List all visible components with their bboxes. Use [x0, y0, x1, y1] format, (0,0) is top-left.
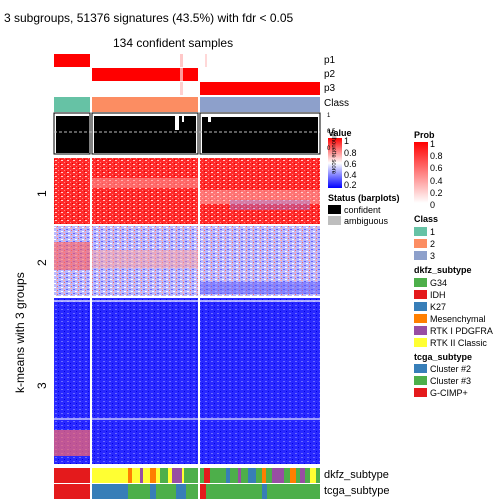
- row-label-p1: p1: [324, 55, 336, 66]
- silhouette-tick-0: 0: [327, 146, 331, 152]
- legend-prob-tick: 0.2: [430, 188, 443, 198]
- legend-tcga-title: tcga_subtype: [414, 352, 473, 362]
- legend-dkfz-title: dkfz_subtype: [414, 265, 472, 275]
- legend-tcga-label: Cluster #3: [430, 376, 472, 386]
- legend-dkfz-label: Mesenchymal: [430, 314, 486, 324]
- legend-class-label: 1: [430, 227, 436, 237]
- legend-status-label: ambiguous: [344, 216, 389, 226]
- legend-dkfz-label: K27: [430, 302, 447, 312]
- legend-value-tick: 0.2: [344, 180, 357, 190]
- legend-dkfz-swatch: [414, 314, 427, 323]
- legend-dkfz-label: G34: [430, 278, 448, 288]
- legend-prob-tick: 0.8: [430, 151, 443, 161]
- legend-tcga-swatch: [414, 364, 427, 373]
- silhouette-barplot: [53, 112, 321, 155]
- legend-prob-tick: 0.4: [430, 176, 443, 186]
- legend-dkfz-label: RTK II Classic: [430, 338, 487, 348]
- heatmap-body: [54, 158, 320, 464]
- legend-value-tick: 0.8: [344, 148, 357, 158]
- class-row: [54, 97, 320, 112]
- legend-dkfz-swatch: [414, 338, 427, 347]
- legend-dkfz-swatch: [414, 302, 427, 311]
- silhouette-tick-1: 1: [327, 113, 331, 119]
- legend-dkfz-swatch: [414, 278, 427, 287]
- value-gradient-bar: [328, 138, 342, 188]
- plot-title: 3 subgroups, 51376 signatures (43.5%) wi…: [4, 11, 294, 25]
- legend-status-title: Status (barplots): [328, 193, 400, 203]
- legend-prob-tick: 0.6: [430, 163, 443, 173]
- legend-prob-title: Prob: [414, 130, 435, 140]
- silhouette-label: silhouette score: [330, 132, 336, 175]
- prob-gradient-bar: [414, 142, 428, 203]
- legend-status-label: confident: [344, 205, 381, 215]
- legend-class-label: 2: [430, 239, 436, 249]
- legend-tcga-swatch: [414, 376, 427, 385]
- legend-tcga-swatch: [414, 388, 427, 397]
- legend-value-tick: 0.4: [344, 170, 357, 180]
- y-axis-label: k-means with 3 groups: [13, 272, 27, 393]
- legend-status-swatch: [328, 216, 341, 225]
- silhouette-tick-05: 0.5: [327, 129, 336, 135]
- plot-subtitle: 134 confident samples: [113, 36, 234, 50]
- row-label-p3: p3: [324, 83, 336, 94]
- bottom-label-tcga: tcga_subtype: [324, 485, 390, 497]
- legend-value-title: Value: [328, 128, 352, 138]
- bottom-label-dkfz: dkfz_subtype: [324, 469, 389, 481]
- legend-class-swatch: [414, 239, 427, 248]
- legend-prob-tick: 0: [430, 200, 436, 210]
- legend-dkfz-swatch: [414, 290, 427, 299]
- row-group-1: 1: [35, 190, 49, 197]
- row-group-3: 3: [35, 382, 49, 389]
- dkfz-row: [54, 468, 320, 483]
- legend-dkfz-swatch: [414, 326, 427, 335]
- legend-dkfz-label: RTK I PDGFRA: [430, 326, 493, 336]
- legend-dkfz-label: IDH: [430, 290, 446, 300]
- legend-class-label: 3: [430, 251, 436, 261]
- tcga-row: [54, 484, 320, 499]
- legend-class-title: Class: [414, 214, 439, 224]
- legend-value-tick: 1: [344, 136, 350, 146]
- class-row-label: Class: [324, 98, 350, 109]
- legend-class-swatch: [414, 251, 427, 260]
- legend-tcga-label: Cluster #2: [430, 364, 472, 374]
- legend-value-tick: 0.6: [344, 159, 357, 169]
- legend-prob-tick: 1: [430, 139, 436, 149]
- prob-rows: [54, 54, 320, 95]
- row-group-2: 2: [35, 259, 49, 266]
- legend-status-swatch: [328, 205, 341, 214]
- row-label-p2: p2: [324, 69, 336, 80]
- legend-class-swatch: [414, 227, 427, 236]
- legend-tcga-label: G-CIMP+: [430, 388, 468, 398]
